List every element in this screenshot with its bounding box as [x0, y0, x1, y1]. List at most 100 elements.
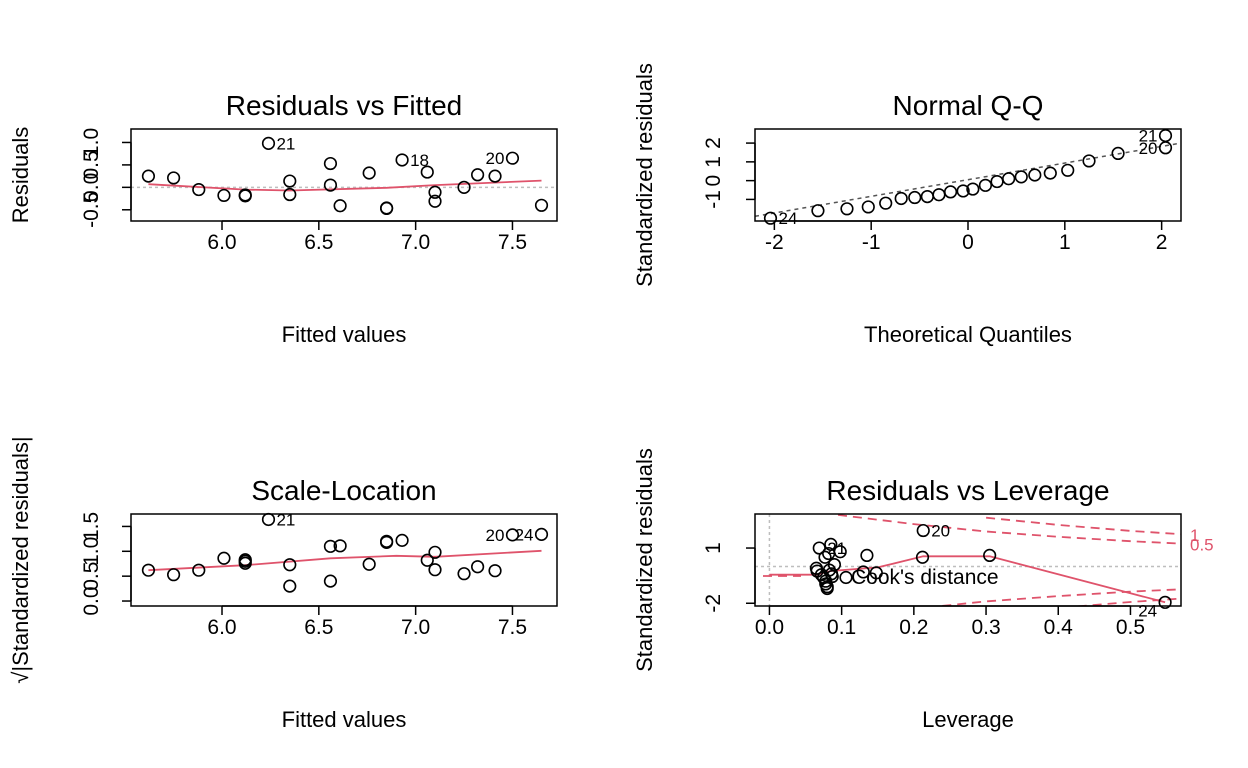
- data-point: [1158, 128, 1173, 143]
- y-tick-label: 0: [702, 175, 725, 187]
- data-point: [1158, 595, 1172, 609]
- data-point: [323, 178, 338, 192]
- y-tick-label: 0.5: [80, 150, 103, 179]
- data-point: [362, 557, 376, 571]
- legend-label: Cook's distance: [851, 566, 999, 589]
- data-point: [534, 198, 549, 212]
- data-point: [283, 558, 297, 572]
- data-point: [1014, 170, 1028, 184]
- x-tick-label: 7.0: [401, 231, 430, 254]
- y-tick-label: 0.0: [80, 173, 103, 202]
- data-point: [141, 563, 156, 577]
- data-point: [217, 551, 231, 565]
- data-point: [915, 550, 930, 564]
- data-point: [362, 166, 376, 180]
- x-tick-label: 6.0: [207, 231, 236, 254]
- data-point: [505, 528, 520, 542]
- x-tick-label: 7.5: [498, 231, 527, 254]
- y-tick-label: 1: [702, 542, 725, 554]
- y-tick-label: 2: [702, 137, 725, 149]
- panel-title: Normal Q-Q: [893, 90, 1044, 121]
- y-tick-label: -2: [702, 594, 725, 613]
- x-tick-label: 0.2: [899, 616, 928, 639]
- plot-frame: [754, 128, 1182, 222]
- data-point: [860, 548, 874, 563]
- x-tick-label: 6.0: [207, 616, 236, 639]
- x-tick-label: 0: [962, 231, 974, 254]
- data-point: [192, 182, 206, 197]
- cooks-level-label: 1: [1190, 526, 1199, 545]
- data-point: [283, 579, 297, 593]
- data-point: [763, 211, 778, 225]
- data-point: [380, 201, 394, 216]
- data-point: [333, 199, 347, 213]
- data-point: [428, 194, 442, 208]
- data-point: [505, 151, 520, 165]
- data-point: [323, 574, 338, 588]
- panel-title: Residuals vs Leverage: [826, 475, 1109, 506]
- y-tick-label: 1.5: [80, 512, 103, 541]
- data-point: [395, 153, 409, 167]
- qq-reference-line: [755, 142, 1181, 218]
- data-point: [534, 527, 549, 541]
- x-tick-label: 2: [1156, 231, 1168, 254]
- y-tick-label: -0.5: [80, 192, 103, 228]
- data-point: [833, 545, 847, 559]
- point-label: 24: [1138, 601, 1157, 620]
- data-point: [943, 185, 958, 199]
- x-axis-label: Theoretical Quantiles: [864, 322, 1072, 347]
- x-tick-label: 0.1: [827, 616, 856, 639]
- point-label: 18: [410, 151, 429, 170]
- point-label: 21: [276, 134, 295, 153]
- plot-frame: [754, 513, 1182, 607]
- data-point: [1002, 172, 1016, 186]
- data-point: [839, 570, 853, 585]
- y-tick-label: 1: [702, 156, 725, 168]
- data-point: [488, 169, 502, 183]
- data-point: [283, 174, 297, 188]
- x-tick-label: 7.0: [401, 616, 430, 639]
- data-point: [932, 188, 946, 202]
- x-tick-label: 1: [1059, 231, 1071, 254]
- data-point: [869, 566, 883, 580]
- y-axis-label: Residuals: [8, 127, 33, 224]
- y-tick-label: 0.0: [80, 586, 103, 615]
- x-tick-label: 0.3: [971, 616, 1000, 639]
- plot-area: [755, 142, 1181, 218]
- data-point: [920, 189, 934, 204]
- data-point: [1061, 163, 1075, 177]
- cooks-contour-0.5-lower: [932, 588, 1181, 606]
- data-point: [167, 171, 181, 185]
- data-point: [471, 168, 485, 182]
- data-point: [990, 174, 1004, 189]
- data-point: [457, 567, 471, 581]
- y-axis-label: √|Standardized residuals|: [8, 436, 33, 683]
- y-tick-label: 1.0: [80, 537, 103, 566]
- panel-3: Scale-Location Fitted values √|Standardize…: [8, 436, 558, 732]
- data-point: [238, 556, 252, 570]
- x-tick-label: 6.5: [304, 616, 333, 639]
- data-point: [238, 188, 252, 202]
- x-tick-label: 0.4: [1044, 616, 1074, 639]
- data-point: [978, 178, 993, 192]
- data-point: [261, 136, 276, 150]
- data-point: [488, 564, 502, 578]
- data-point: [380, 535, 394, 549]
- plot-area: [148, 549, 542, 572]
- data-point: [966, 182, 980, 196]
- data-point: [141, 169, 156, 183]
- data-point: [894, 191, 908, 206]
- y-axis-label: Standardized residuals: [632, 63, 657, 287]
- data-point: [1111, 146, 1125, 161]
- data-point: [818, 550, 832, 564]
- data-point: [916, 523, 930, 538]
- cooks-contour-1-upper: [986, 516, 1181, 536]
- x-tick-label: 0.5: [1116, 616, 1145, 639]
- x-tick-label: 6.5: [304, 231, 333, 254]
- point-label: 20: [486, 526, 505, 545]
- x-axis-label: Fitted values: [282, 707, 407, 732]
- x-axis-label: Fitted values: [282, 322, 407, 347]
- panel-2: Normal Q-Q Theoretical Quantiles Standardi…: [632, 63, 1182, 347]
- data-point: [811, 204, 825, 218]
